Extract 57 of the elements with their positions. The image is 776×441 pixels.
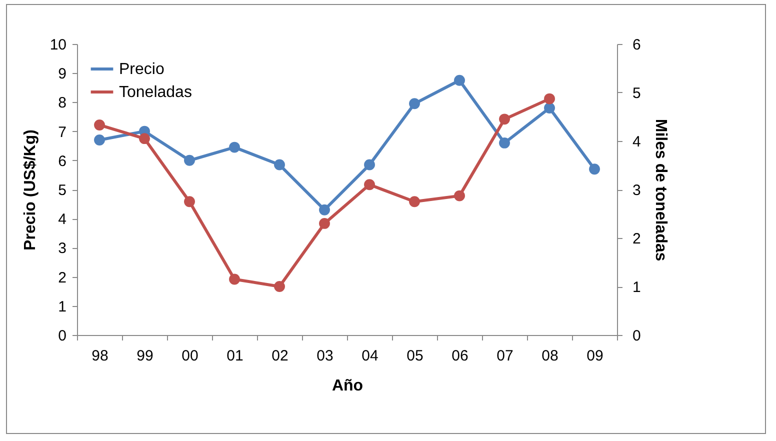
y-tick-label: 2 — [58, 269, 66, 286]
point — [274, 159, 285, 170]
point — [364, 159, 375, 170]
y2-tick-label: 4 — [632, 134, 641, 150]
x-tick-label: 08 — [542, 348, 558, 364]
x-tick-label: 01 — [226, 348, 244, 364]
point — [139, 133, 150, 144]
y2-tick-label: 6 — [632, 36, 641, 54]
point — [94, 134, 105, 146]
y-tick-label: 4 — [58, 211, 66, 228]
y-tick-label: 1 — [58, 298, 66, 316]
point — [499, 137, 510, 148]
legend-label: Precio — [119, 61, 164, 78]
point — [589, 164, 600, 175]
point — [274, 281, 285, 292]
y-tick-label: 10 — [50, 36, 66, 54]
point — [499, 114, 510, 125]
point — [319, 204, 330, 216]
x-tick-label: 03 — [316, 348, 334, 364]
point — [94, 120, 105, 130]
x-tick-label: 02 — [272, 348, 288, 364]
y-tick-label: 6 — [58, 152, 66, 170]
y2-tick-label: 0 — [632, 328, 641, 344]
x-tick-label: 07 — [496, 348, 514, 364]
x-tick-label: 98 — [92, 348, 108, 364]
y-tick-label: 9 — [58, 66, 66, 83]
y-axis-title: Precio (US$/Kg) — [22, 130, 39, 250]
point — [544, 93, 555, 104]
point — [454, 190, 465, 202]
x-tick-label: 05 — [406, 348, 424, 364]
y-tick-label: 8 — [58, 94, 66, 112]
x-tick-label: 00 — [182, 348, 198, 364]
point — [229, 142, 240, 153]
point — [544, 102, 555, 114]
y-tick-label: 0 — [58, 328, 66, 344]
point — [364, 179, 375, 190]
legend-label: Toneladas — [119, 84, 192, 101]
y2-tick-label: 1 — [632, 279, 641, 296]
x-tick-label: 06 — [452, 348, 468, 364]
point — [409, 98, 420, 110]
point — [229, 274, 240, 285]
y-tick-label: 7 — [58, 124, 66, 141]
x-tick-label: 04 — [362, 348, 378, 364]
y2-axis-title: Miles de toneladas — [652, 118, 669, 262]
point — [319, 218, 330, 229]
x-tick-label: 99 — [136, 348, 154, 364]
y-tick-label: 3 — [58, 240, 66, 258]
point — [409, 196, 420, 208]
x-axis-title: Año — [332, 378, 364, 394]
point — [184, 154, 195, 166]
x-tick-label: 09 — [586, 348, 604, 364]
y2-tick-label: 5 — [632, 85, 641, 102]
point — [454, 74, 465, 86]
point — [184, 196, 195, 208]
y2-tick-label: 3 — [632, 182, 641, 199]
y-tick-label: 5 — [58, 182, 66, 199]
y2-tick-label: 2 — [632, 230, 641, 248]
